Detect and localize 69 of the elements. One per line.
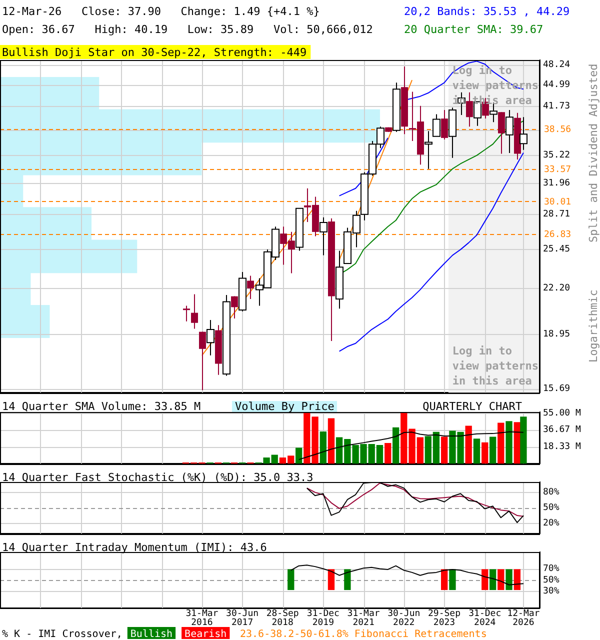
y-tick-label: 50% [543, 503, 560, 514]
y-tick-label: 36.67 M [543, 425, 582, 436]
annotation: QUARTERLY CHART [422, 400, 522, 413]
candlestick [441, 110, 448, 140]
x-tick-label: 30-Jun 2017 [226, 608, 259, 628]
text: 20 Quarter SMA: 39.67 [404, 23, 544, 36]
text: Logarithmic [587, 290, 600, 363]
candlestick [498, 112, 505, 154]
y-axis-title: Split and Dividend Adjusted [587, 64, 600, 243]
bar [473, 438, 480, 464]
bar [490, 436, 496, 464]
y-tick-label: 80% [543, 488, 560, 498]
legend-title: % K - IMI Crossover, [2, 629, 122, 640]
candlestick [191, 294, 198, 330]
bar [392, 427, 400, 464]
bar [384, 443, 392, 464]
y-tick-label: 25.45 [543, 244, 570, 254]
ref-line-label: 33.57 [544, 165, 572, 176]
ref-line-label: 26.83 [544, 230, 572, 240]
y-tick-label: 30% [543, 586, 560, 597]
text: Log in to view patterns in this area [452, 344, 538, 388]
text: Bullish [130, 629, 173, 640]
y-tick-label: 22.20 [543, 284, 570, 294]
text: Volume By Price [232, 400, 338, 413]
bar [465, 426, 472, 464]
x-tick-label: 29-Sep 2023 [428, 608, 461, 628]
chart-title: 14 Quarter Fast Stochastic (%K) (%D): 35.0 33.3 [2, 471, 314, 484]
y-tick-label: 70% [543, 564, 560, 574]
bar [498, 422, 504, 464]
x-tick-label: 30-Jun 2022 [388, 608, 420, 628]
bar [506, 421, 512, 464]
candlestick [183, 305, 190, 322]
y-tick-label: 31.96 [543, 178, 570, 189]
y-tick-label: 20% [543, 518, 560, 529]
x-tick-label: 31-Dec 2024 [468, 608, 502, 628]
y-tick-label: 18.33 M [543, 442, 582, 452]
text: 20,2 Bands: 35.53 , 44.29 [404, 5, 570, 18]
chart-title: 14 Quarter Intraday Momentum (IMI): 43.6 [2, 541, 267, 554]
bar [328, 418, 335, 464]
bar [296, 448, 302, 464]
ref-line-label: 30.01 [544, 197, 572, 208]
y-tick-label: 55.00 M [543, 408, 582, 418]
text: Bearish [184, 629, 227, 640]
x-tick-label: 31-Mar 2016 [186, 608, 219, 628]
candlestick [199, 331, 206, 391]
x-tick-label: 28-Sep 2018 [266, 608, 299, 628]
y-tick-label: 35.22 [543, 150, 570, 161]
y-tick-label: 41.73 [543, 102, 570, 112]
y-tick-label: 48.24 [543, 60, 570, 70]
ref-line-label: 38.56 [544, 125, 572, 136]
candlestick [247, 275, 254, 300]
x-tick-label: 12-Mar 2026 [507, 608, 540, 628]
chart-subtitle: Open: 36.67 High: 40.19 Low: 35.89 Vol: 50,666,012 [2, 23, 373, 36]
candlestick [231, 296, 238, 320]
chart-title: 12-Mar-26 Close: 37.90 Change: 1.49 {+4.1 %} [2, 5, 320, 18]
x-tick-label: 31-Mar 2021 [347, 608, 380, 628]
bar [320, 431, 327, 464]
bar [482, 442, 488, 464]
chart-title: 14 Quarter SMA Volume: 33.85 M [2, 400, 202, 413]
x-tick-label: 31-Dec 2019 [306, 608, 340, 628]
y-tick-label: 50% [543, 575, 560, 586]
bar [520, 416, 527, 464]
y-tick-label: 15.69 [543, 384, 570, 394]
text: 23.6-38.2-50-61.8% Fibonacci Retracements [240, 629, 487, 640]
y-tick-label: 28.71 [543, 210, 570, 220]
y-tick-label: 44.99 [543, 80, 570, 90]
y-tick-label: 18.95 [543, 329, 570, 340]
text: Bullish Doji Star on 30-Sep-22, Strength: -449 [2, 46, 307, 59]
bar [441, 436, 448, 464]
